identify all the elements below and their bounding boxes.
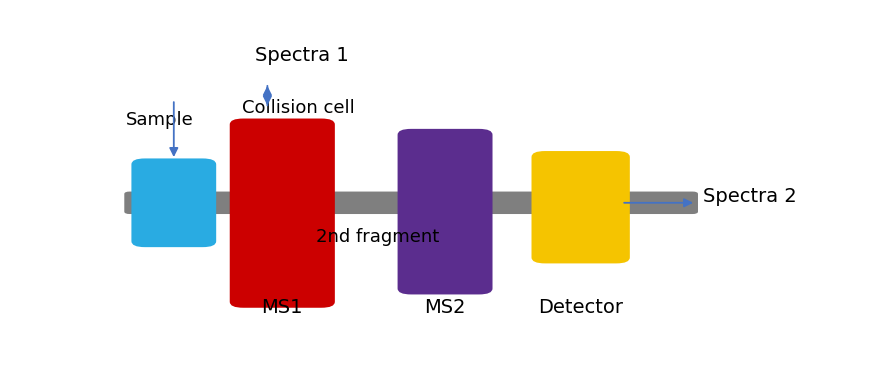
- FancyBboxPatch shape: [131, 159, 216, 247]
- Text: 2nd fragment: 2nd fragment: [316, 228, 439, 246]
- Text: Spectra 2: Spectra 2: [703, 187, 796, 206]
- FancyBboxPatch shape: [397, 129, 493, 295]
- FancyBboxPatch shape: [230, 119, 335, 308]
- FancyBboxPatch shape: [124, 192, 698, 214]
- Text: Sample: Sample: [126, 111, 194, 129]
- Text: MS1: MS1: [262, 298, 303, 317]
- Text: MS2: MS2: [424, 298, 466, 317]
- Text: Spectra 1: Spectra 1: [255, 46, 349, 65]
- FancyBboxPatch shape: [531, 151, 630, 263]
- Text: Collision cell: Collision cell: [242, 99, 354, 117]
- Text: Detector: Detector: [538, 298, 623, 317]
